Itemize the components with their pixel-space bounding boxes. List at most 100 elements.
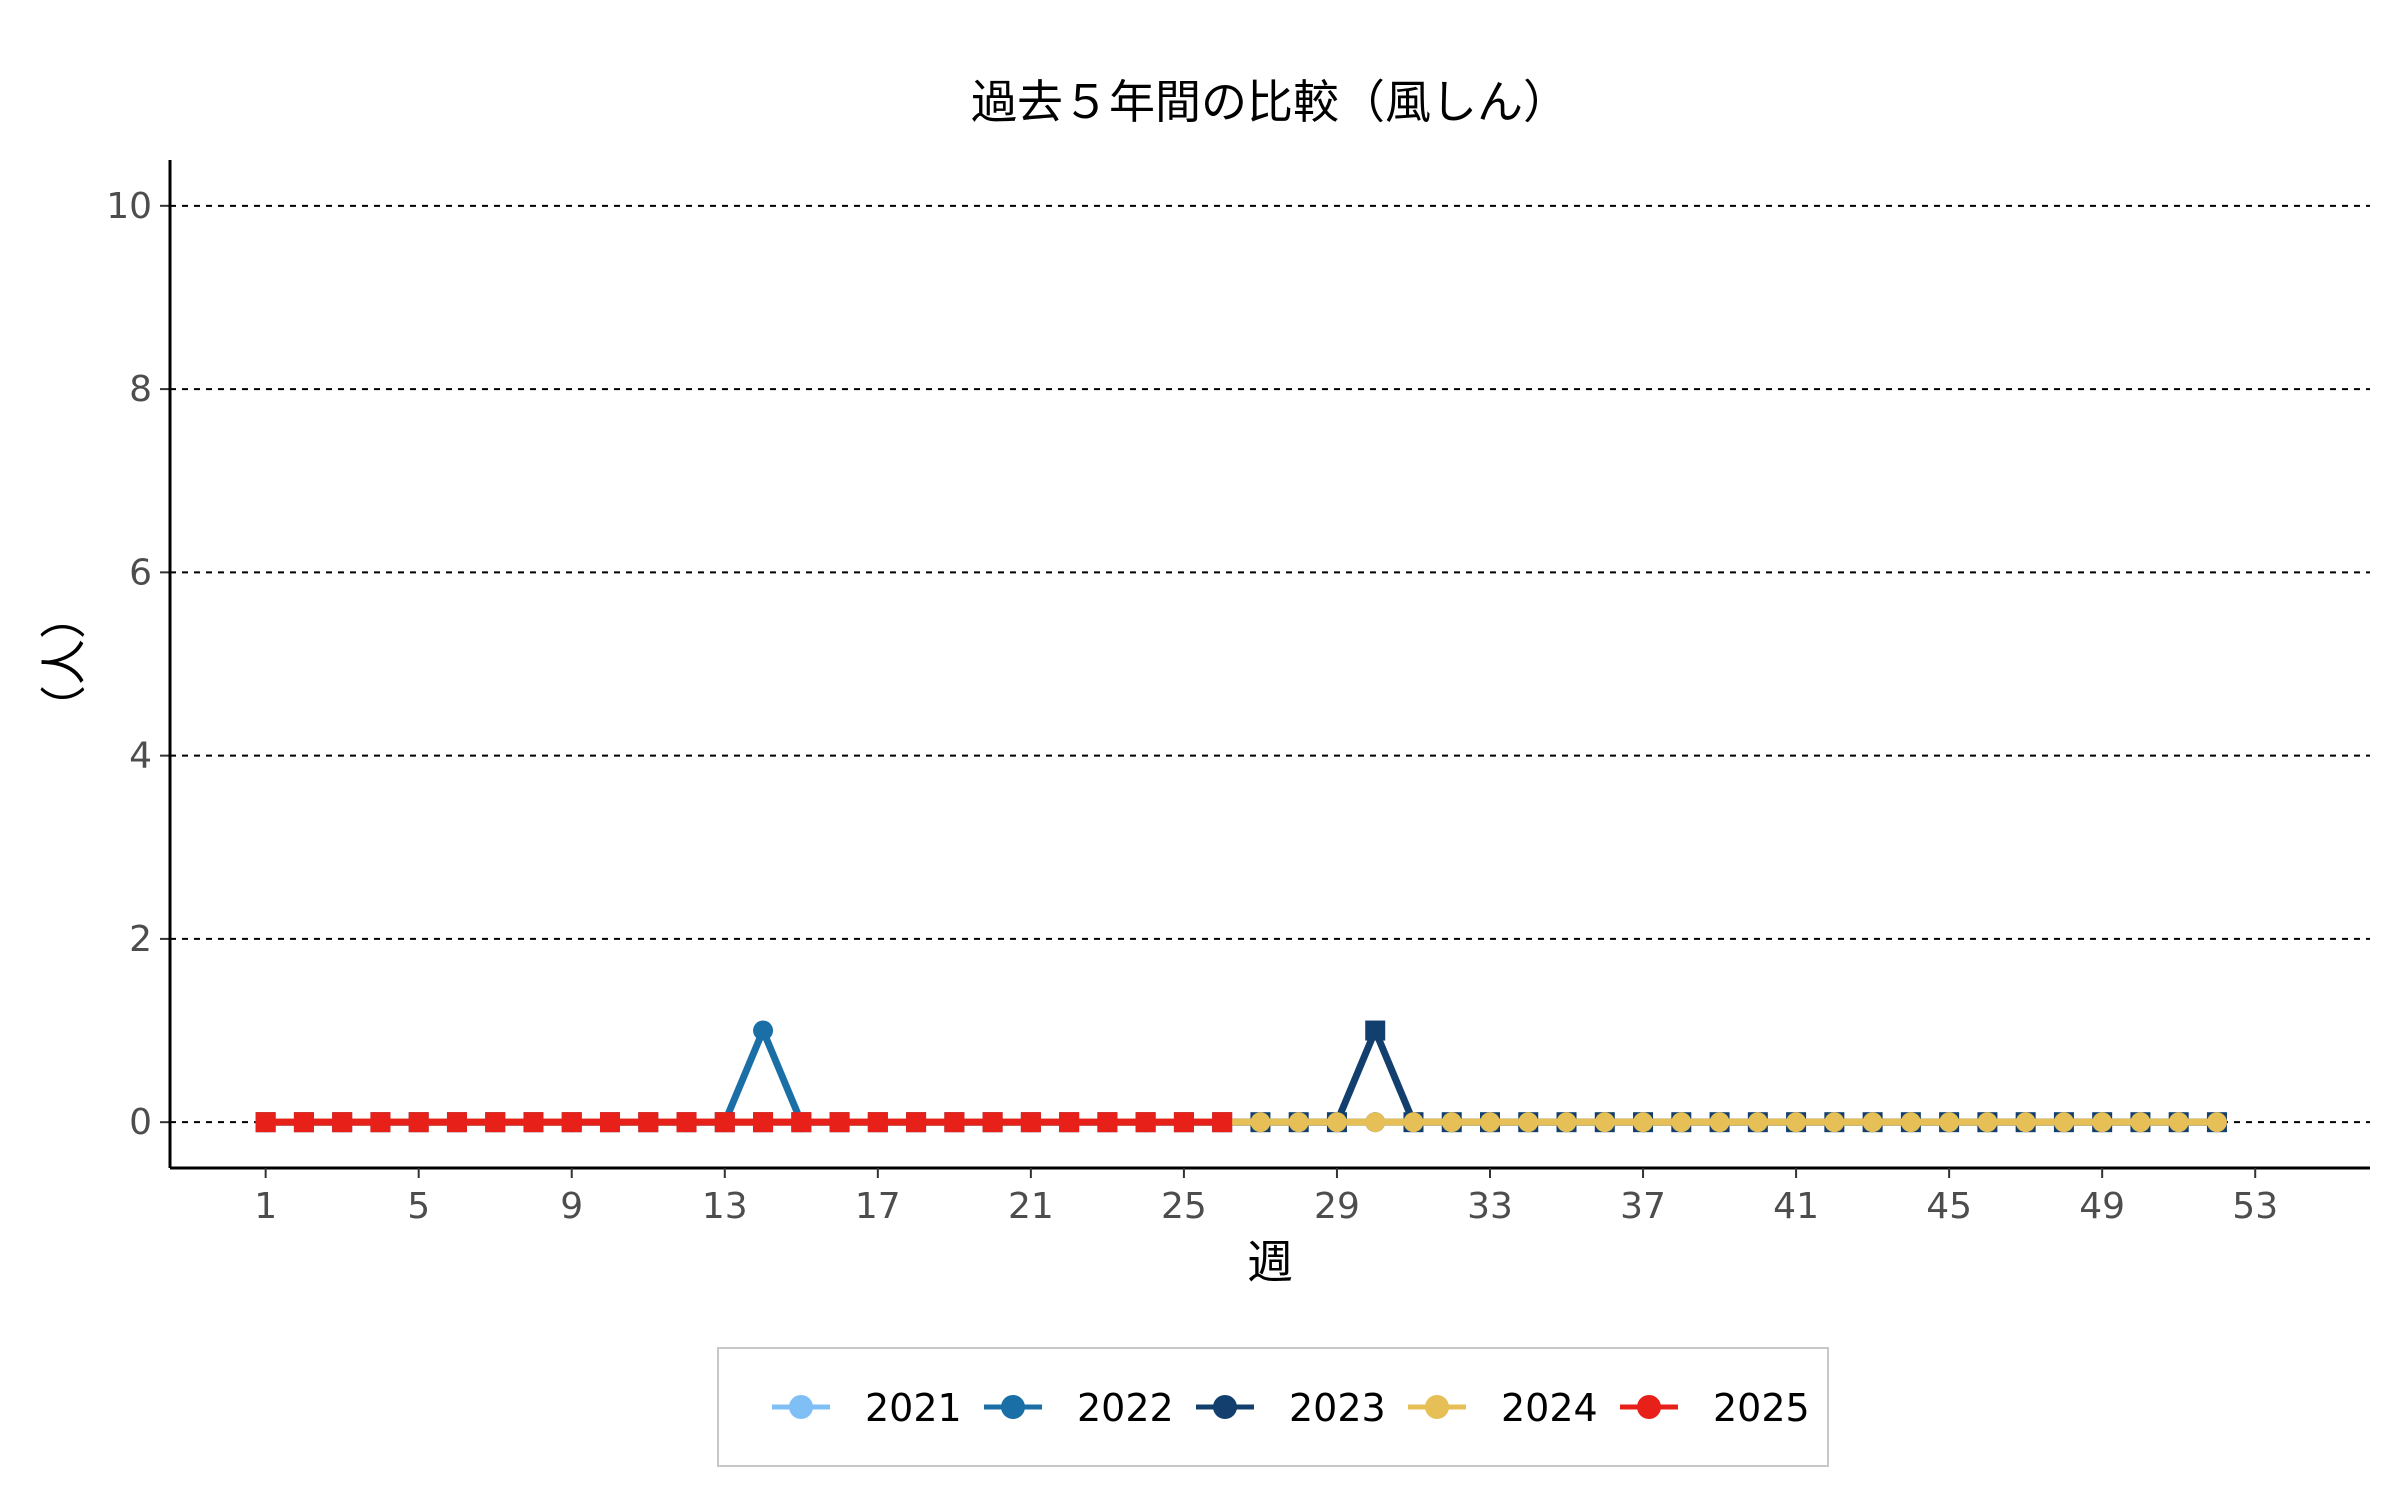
data-point [1441, 1112, 1462, 1133]
data-point [293, 1112, 314, 1133]
data-point [1824, 1112, 1845, 1133]
data-point [1900, 1112, 1921, 1133]
data-point [829, 1112, 850, 1133]
series-2022 [255, 1020, 2227, 1133]
data-point [1786, 1112, 1807, 1133]
data-point [255, 1112, 276, 1133]
data-point [1020, 1112, 1041, 1133]
data-point [1709, 1112, 1730, 1133]
data-point [1977, 1112, 1998, 1133]
data-point [867, 1112, 888, 1133]
legend-swatch-marker [1425, 1395, 1449, 1419]
x-axis-title: 週 [1247, 1235, 1293, 1289]
chart-title: 過去５年間の比較（風しん） [971, 75, 1569, 129]
series-line [265, 1027, 2217, 1126]
data-point [1059, 1112, 1080, 1133]
data-point [1939, 1112, 1960, 1133]
data-point [753, 1112, 774, 1133]
legend-swatch-marker [1001, 1395, 1025, 1419]
gridlines [170, 204, 2370, 1124]
data-point [1556, 1112, 1577, 1133]
series-line [265, 1027, 2217, 1126]
y-tick-label: 2 [129, 919, 152, 960]
y-tick-label: 6 [129, 552, 152, 593]
legend: 2021 2022 2023 2024 2025 [717, 1347, 1829, 1467]
axes: 0 2 4 6 8 10 1 5 9 13 17 21 25 29 33 37 41 45 49 53 [106, 160, 2370, 1227]
x-tick-label: 9 [560, 1186, 583, 1227]
x-tick-label: 33 [1467, 1186, 1513, 1227]
data-point [561, 1112, 582, 1133]
data-point [944, 1112, 965, 1133]
data-point [1633, 1112, 1654, 1133]
data-point [1403, 1112, 1424, 1133]
data-point [2092, 1112, 2113, 1133]
data-point [638, 1112, 659, 1133]
data-point [1365, 1020, 1386, 1041]
data-point [523, 1112, 544, 1133]
data-point [1288, 1112, 1309, 1133]
legend-item-2023: 2023 [1196, 1386, 1386, 1430]
data-point [485, 1112, 506, 1133]
data-point [2130, 1112, 2151, 1133]
data-point [1671, 1112, 1692, 1133]
legend-item-2024: 2024 [1408, 1386, 1598, 1430]
data-point [1173, 1112, 1194, 1133]
legend-swatch-marker [1637, 1395, 1661, 1419]
data-point [2015, 1112, 2036, 1133]
series-group [255, 1020, 2227, 1133]
legend-swatch-marker [789, 1395, 813, 1419]
data-point [1212, 1112, 1233, 1133]
x-tick-label: 5 [407, 1186, 430, 1227]
y-tick-label: 10 [106, 186, 152, 227]
x-tick-label: 45 [1926, 1186, 1972, 1227]
legend-label: 2025 [1713, 1386, 1810, 1430]
data-point [2206, 1112, 2227, 1133]
x-tick-label: 21 [1008, 1186, 1054, 1227]
data-point [982, 1112, 1003, 1133]
data-point [1747, 1112, 1768, 1133]
legend-label: 2023 [1289, 1386, 1386, 1430]
data-point [1480, 1112, 1500, 1133]
data-point [1250, 1112, 1271, 1133]
x-tick-label: 29 [1314, 1186, 1360, 1227]
data-point [1326, 1112, 1347, 1133]
x-tick-label: 53 [2232, 1186, 2278, 1227]
data-point [2053, 1112, 2074, 1133]
legend-swatch-marker [1213, 1395, 1237, 1419]
data-point [2168, 1112, 2189, 1133]
data-point [753, 1020, 774, 1041]
legend-label: 2022 [1077, 1386, 1174, 1430]
y-axis-title: （人） [37, 593, 91, 731]
y-tick-label: 0 [129, 1102, 152, 1143]
data-point [906, 1112, 927, 1133]
data-point [1097, 1112, 1118, 1133]
legend-label: 2024 [1501, 1386, 1598, 1430]
y-tick-label: 8 [129, 369, 152, 410]
x-tick-label: 13 [702, 1186, 748, 1227]
data-point [1594, 1112, 1615, 1133]
x-tick-label: 1 [254, 1186, 277, 1227]
data-point [446, 1112, 467, 1133]
legend-item-2021: 2021 [772, 1386, 962, 1430]
data-point [676, 1112, 697, 1133]
data-point [1518, 1112, 1539, 1133]
legend-item-2022: 2022 [984, 1386, 1174, 1430]
data-point [600, 1112, 620, 1133]
x-tick-label: 25 [1161, 1186, 1207, 1227]
series-2023 [255, 1020, 2227, 1133]
x-tick-label: 49 [2079, 1186, 2125, 1227]
data-point [1135, 1112, 1156, 1133]
data-point [370, 1112, 391, 1133]
data-point [1862, 1112, 1883, 1133]
data-point [714, 1112, 735, 1133]
legend-item-2025: 2025 [1620, 1386, 1810, 1430]
data-point [1365, 1112, 1386, 1133]
x-tick-label: 37 [1620, 1186, 1666, 1227]
x-tick-label: 41 [1773, 1186, 1819, 1227]
x-tick-label: 17 [855, 1186, 901, 1227]
legend-label: 2021 [865, 1386, 962, 1430]
data-point [332, 1112, 353, 1133]
data-point [408, 1112, 429, 1133]
y-tick-label: 4 [129, 736, 152, 777]
